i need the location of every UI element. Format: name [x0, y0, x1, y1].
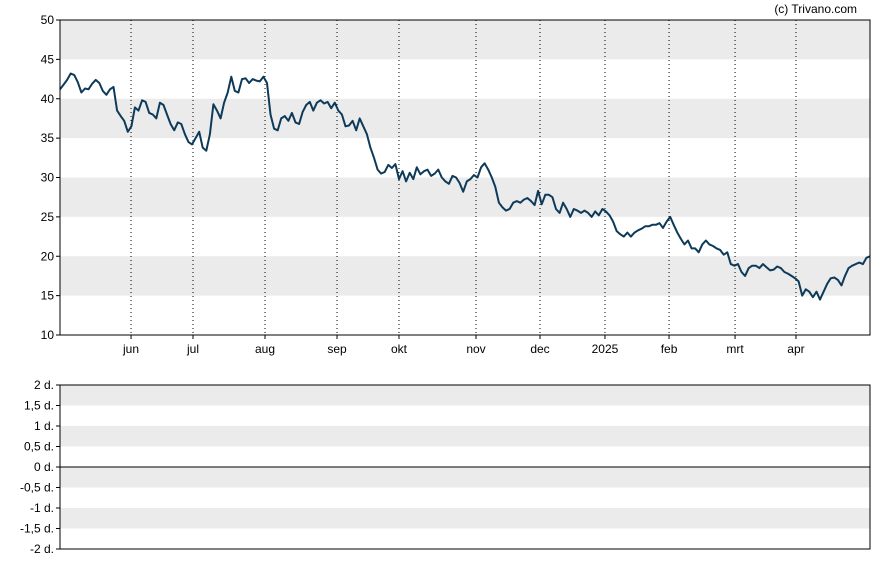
main-chart-bands [60, 20, 870, 296]
y-tick-label: 40 [41, 92, 55, 106]
x-tick-label: 2025 [592, 342, 619, 356]
sub-y-axis: 2 d. 1,5 d. 1 d. 0,5 d. 0 d. -0,5 d. -1 d. -1,5… [20, 378, 60, 556]
main-band [60, 20, 870, 60]
x-tick-label: okt [391, 342, 408, 356]
sub-band [60, 426, 870, 447]
y-tick-label: 20 [41, 249, 55, 263]
x-tick-label: sep [327, 342, 347, 356]
x-tick-label: jul [186, 342, 199, 356]
y-tick-label: 25 [41, 210, 55, 224]
x-tick-label: feb [661, 342, 678, 356]
sub-band [60, 467, 870, 488]
x-tick-label: apr [787, 342, 804, 356]
main-band [60, 98, 870, 139]
x-tick-label: nov [466, 342, 485, 356]
y-tick-label: 35 [41, 131, 55, 145]
main-band [60, 177, 870, 217]
y-tick-label: 50 [41, 13, 55, 27]
main-band [60, 256, 870, 296]
sub-y-tick-label: -1 d. [30, 501, 54, 515]
sub-y-tick-label: 1,5 d. [24, 399, 54, 413]
price-series-line [59, 72, 871, 301]
y-tick-label: 45 [41, 52, 55, 66]
x-tick-label: jun [122, 342, 139, 356]
sub-y-tick-label: 2 d. [34, 378, 54, 392]
sub-y-tick-label: 0 d. [34, 460, 54, 474]
sub-y-tick-label: -2 d. [30, 542, 54, 556]
y-tick-label: 15 [41, 289, 55, 303]
copyright-label: (c) Trivano.com [774, 2, 857, 16]
sub-y-tick-label: 1 d. [34, 419, 54, 433]
y-tick-label: 10 [41, 328, 55, 342]
main-chart-gridlines [130, 20, 797, 335]
sub-band [60, 508, 870, 529]
sub-band [60, 385, 870, 406]
sub-y-tick-label: 0,5 d. [24, 440, 54, 454]
sub-chart-bands [60, 385, 870, 529]
y-tick-label: 30 [41, 171, 55, 185]
x-tick-label: aug [255, 342, 275, 356]
main-y-axis: 10 15 20 25 30 35 40 45 50 [41, 13, 60, 342]
main-x-axis: jun jul aug sep okt nov dec 2025 feb mrt apr [122, 335, 805, 356]
sub-y-tick-label: -0,5 d. [20, 481, 54, 495]
sub-y-tick-label: -1,5 d. [20, 522, 54, 536]
x-tick-label: mrt [726, 342, 744, 356]
x-tick-label: dec [530, 342, 549, 356]
